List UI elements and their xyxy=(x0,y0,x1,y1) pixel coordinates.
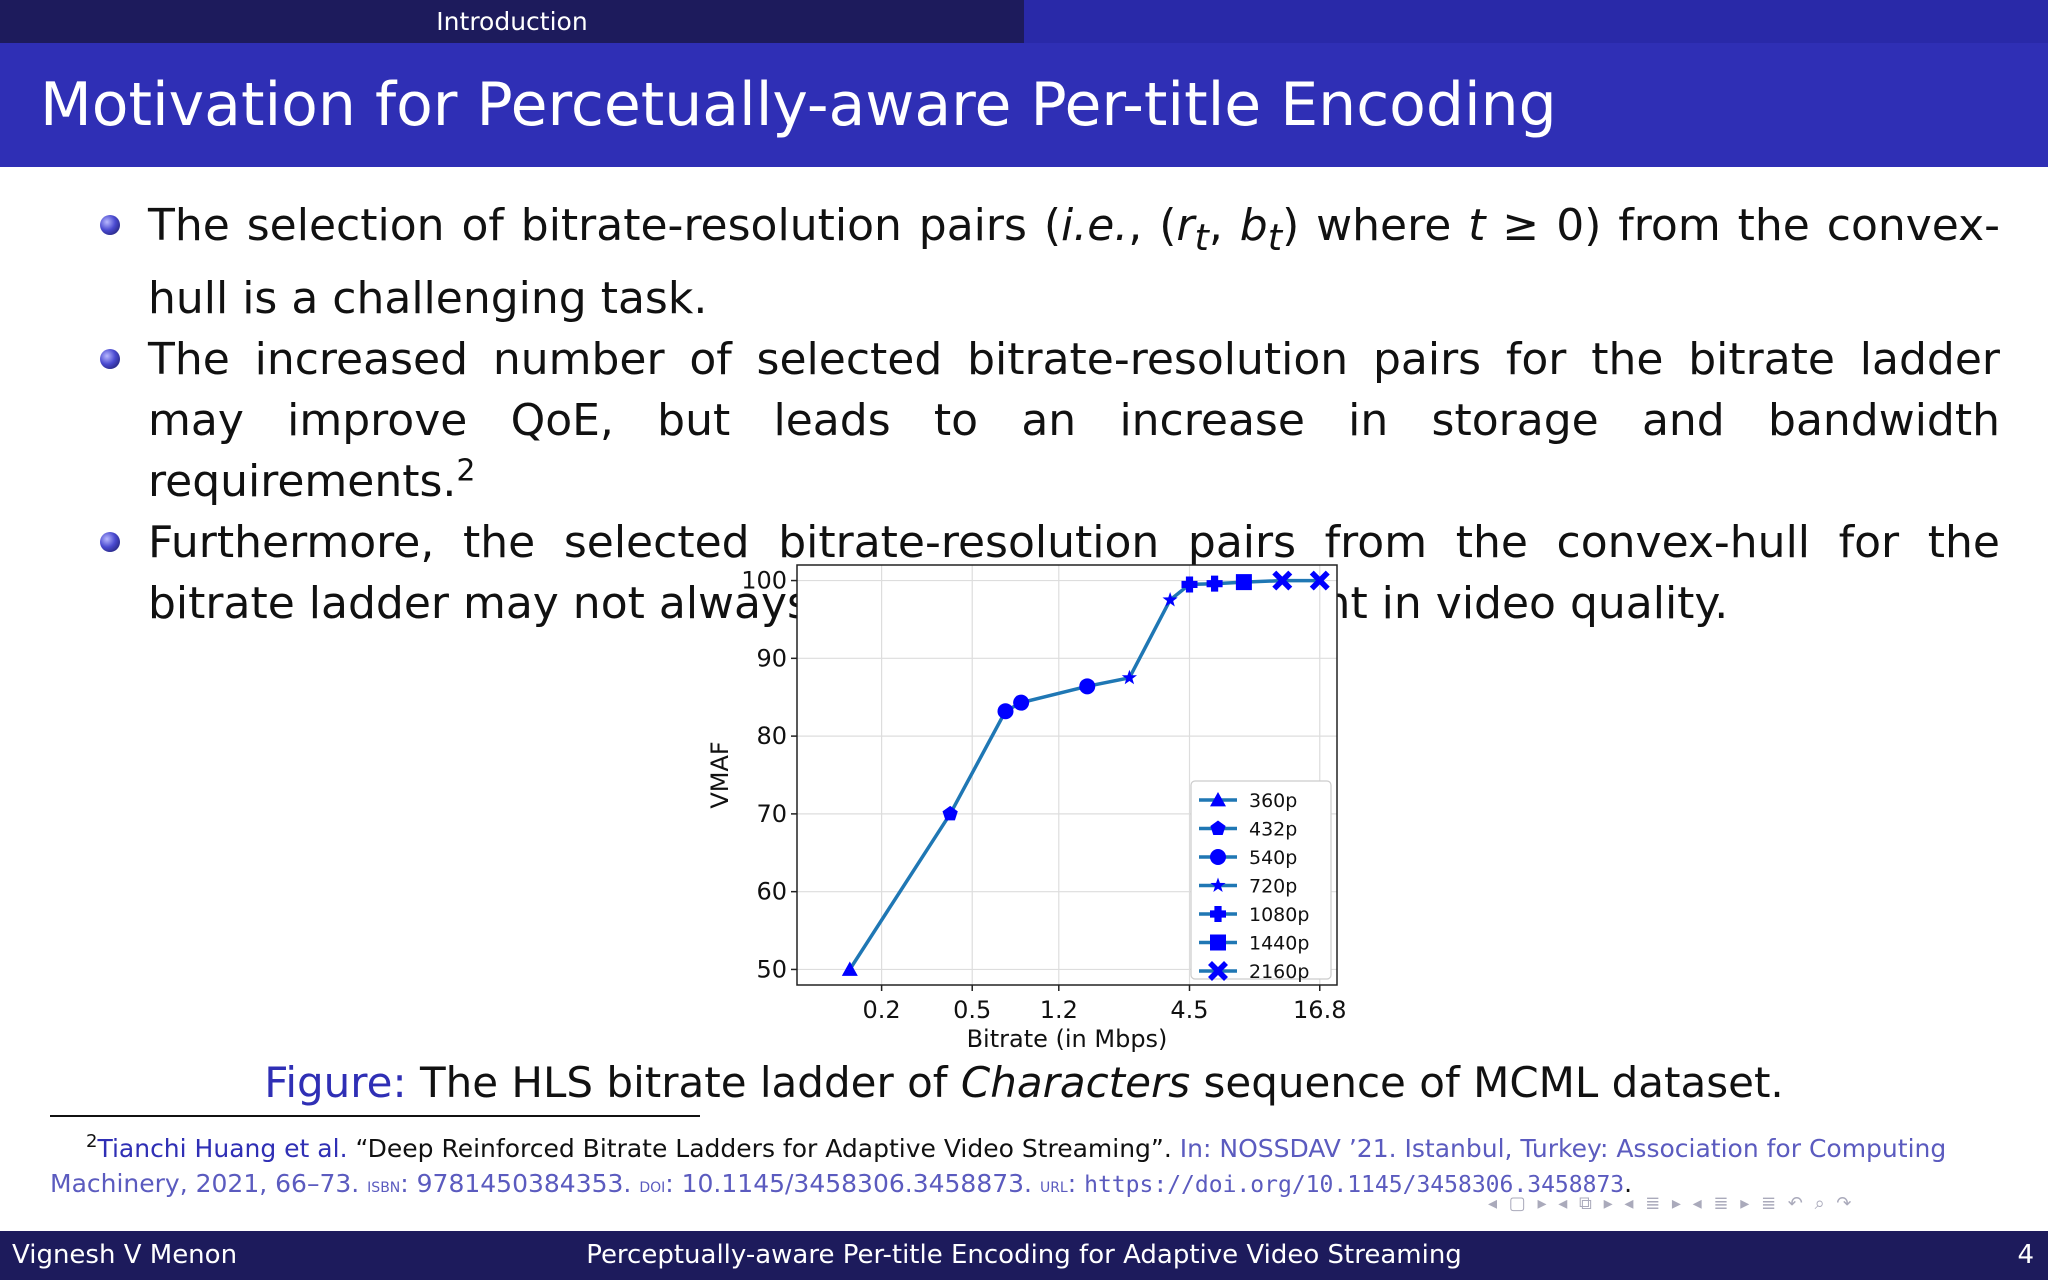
math-r: r xyxy=(1176,200,1195,251)
footer-page-number: 4 xyxy=(2017,1240,2034,1270)
math-comma: , xyxy=(1208,200,1240,251)
legend-label: 540p xyxy=(1249,847,1297,869)
legend-marker-2160p xyxy=(1208,961,1228,981)
legend-label: 1440p xyxy=(1249,933,1309,955)
plot-frame xyxy=(796,564,1338,986)
footnote-rule xyxy=(50,1115,700,1117)
legend-label: 432p xyxy=(1249,819,1297,841)
y-tick-label: 60 xyxy=(756,878,787,906)
bullet-ball-icon xyxy=(100,531,120,552)
bullet-text: The increased number of selected bitrate… xyxy=(148,333,2000,507)
legend-marker-360p xyxy=(1210,792,1226,807)
marker-1440p xyxy=(1235,574,1252,591)
bullet-item: The selection of bitrate-resolution pair… xyxy=(100,195,2000,329)
caption-italic: Characters xyxy=(960,1058,1191,1107)
legend-marker-1440p xyxy=(1210,934,1226,951)
footnote-title: “Deep Reinforced Bitrate Ladders for Ada… xyxy=(355,1134,1172,1163)
marker-720p xyxy=(1121,669,1137,685)
y-tick-label: 90 xyxy=(756,644,787,672)
marker-540p xyxy=(1079,678,1096,695)
section-title[interactable]: Introduction xyxy=(0,0,1024,43)
footnote-author-link[interactable]: Tianchi Huang et al. xyxy=(97,1134,348,1163)
caption-text: The HLS bitrate ladder of xyxy=(419,1058,961,1107)
legend-marker-1080p xyxy=(1210,906,1226,922)
bullet-ball-icon xyxy=(100,215,120,235)
footnote: 2Tianchi Huang et al. “Deep Reinforced B… xyxy=(50,1131,1947,1198)
marker-720p xyxy=(1162,592,1178,607)
legend-label: 360p xyxy=(1249,790,1297,812)
footnote-url-label: url xyxy=(1039,1173,1068,1197)
bullet-text-part: , ( xyxy=(1128,200,1177,251)
figure: 50 60 70 80 90 100 0.2 0.5 1.2 4.5 16.8 Bitrate (in… xyxy=(690,555,1350,1055)
y-tick-label: 100 xyxy=(741,567,787,595)
footnote-url-link[interactable]: https://doi.org/10.1145/3458306.3458873 xyxy=(1084,1172,1625,1198)
x-tick-label: 0.2 xyxy=(863,996,901,1024)
footnote-isbn-label: isbn xyxy=(367,1173,401,1197)
y-axis-label: VMAF xyxy=(706,741,734,808)
footnote-number: 2 xyxy=(86,1131,98,1152)
bullet-text-part: ) where xyxy=(1282,200,1469,251)
footer-bar: Vignesh V Menon Perceptually-aware Per-t… xyxy=(0,1231,2048,1280)
footnote-isbn: : 9781450384353. xyxy=(400,1169,632,1198)
footnote-mark[interactable]: 2 xyxy=(456,453,476,489)
legend-box xyxy=(1190,780,1332,980)
bitrate-ladder-chart: 50 60 70 80 90 100 0.2 0.5 1.2 4.5 16.8 Bitrate (in… xyxy=(706,564,1346,1053)
x-tick-label: 0.5 xyxy=(953,996,991,1024)
math-sub-t: t xyxy=(1267,215,1283,259)
x-axis-label: Bitrate (in Mbps) xyxy=(967,1025,1168,1053)
title-bar: Motivation for Percetually-aware Per-tit… xyxy=(0,43,2048,167)
footer-author: Vignesh V Menon xyxy=(12,1240,238,1270)
marker-540p xyxy=(997,703,1014,720)
bullet-text-part: ≥ 0) from the convex-hull is a challengi… xyxy=(148,200,2000,324)
figure-caption: Figure: The HLS bitrate ladder of Charac… xyxy=(0,1058,2048,1107)
marker-2160p xyxy=(1272,570,1293,591)
legend-marker-540p xyxy=(1210,849,1226,865)
bullet-italic-ie: i.e. xyxy=(1061,200,1129,251)
legend-marker-720p xyxy=(1210,877,1226,892)
bullet-ball-icon xyxy=(100,348,120,369)
slide-title: Motivation for Percetually-aware Per-tit… xyxy=(40,70,1557,140)
x-tick-label: 4.5 xyxy=(1170,996,1208,1024)
legend-label: 720p xyxy=(1249,876,1297,898)
marker-540p xyxy=(1013,694,1030,711)
beamer-navigation-icons[interactable]: ◂ ▢ ▸ ◂ ⧉ ▸ ◂ ≣ ▸ ◂ ≣ ▸ ≣ ↶ ⌕ ↷ xyxy=(1488,1193,1855,1214)
marker-1080p xyxy=(1206,575,1223,592)
caption-text-end: sequence of MCML dataset. xyxy=(1190,1058,1784,1107)
footnote-end: . xyxy=(1624,1169,1633,1198)
bullet-list: The selection of bitrate-resolution pair… xyxy=(100,195,2000,634)
bullet-text-part: The selection of bitrate-resolution pair… xyxy=(148,200,1062,251)
marker-2160p xyxy=(1309,570,1330,591)
legend-marker-432p xyxy=(1210,820,1226,835)
x-tick-label: 16.8 xyxy=(1293,996,1346,1024)
math-b: b xyxy=(1239,200,1268,251)
y-tick-label: 70 xyxy=(756,800,787,828)
marker-432p xyxy=(942,805,958,821)
legend-label: 2160p xyxy=(1249,961,1309,983)
legend-label: 1080p xyxy=(1249,904,1309,926)
marker-1080p xyxy=(1181,576,1198,593)
y-tick-label: 80 xyxy=(756,722,787,750)
footer-talk-title: Perceptually-aware Per-title Encoding fo… xyxy=(586,1240,1462,1270)
math-t: t xyxy=(1468,200,1486,251)
caption-label: Figure: xyxy=(264,1058,407,1107)
footnote-doi-label: doi xyxy=(639,1173,666,1197)
footnote-venue: In: NOSSDAV ’21. Istanbul, Turkey: Assoc… xyxy=(50,1134,1947,1198)
marker-360p xyxy=(841,961,858,976)
footnote-doi: : 10.1145/3458306.3458873. xyxy=(665,1169,1032,1198)
bullet-item: The increased number of selected bitrate… xyxy=(100,329,2000,512)
math-sub-t: t xyxy=(1194,215,1209,259)
section-bar-right xyxy=(1024,0,2048,43)
x-tick-label: 1.2 xyxy=(1040,996,1078,1024)
y-tick-label: 50 xyxy=(756,955,787,983)
